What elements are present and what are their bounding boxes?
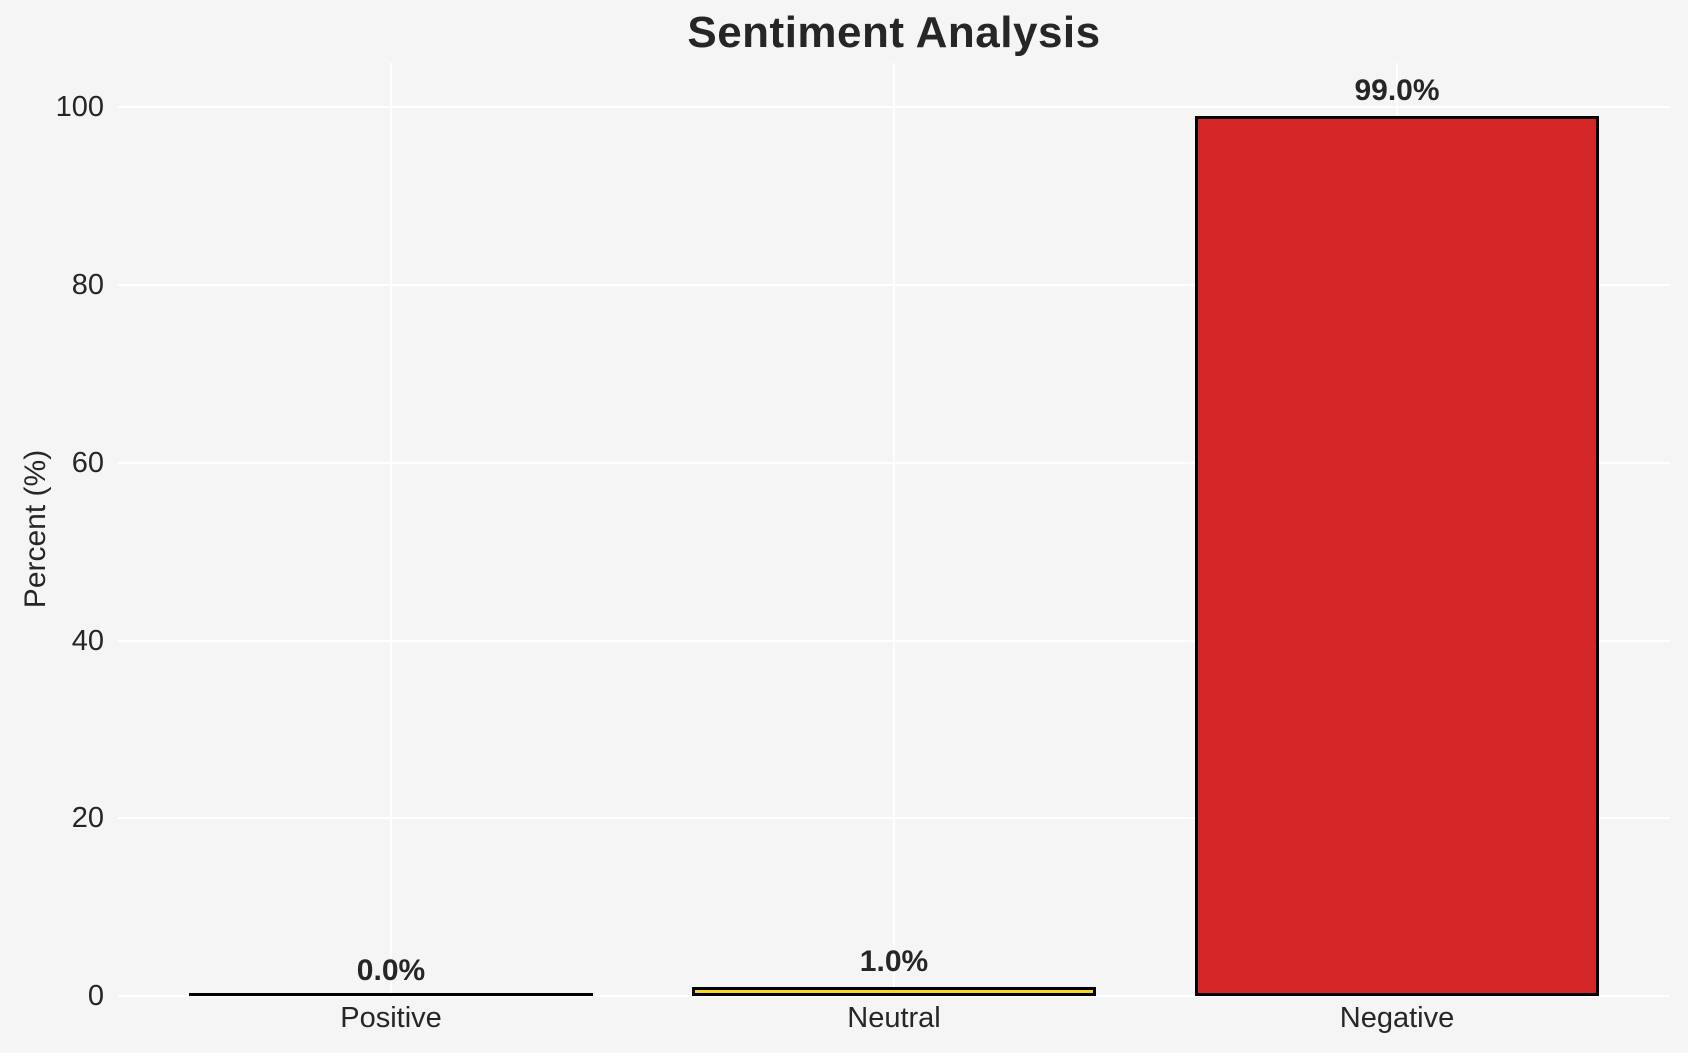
y-tick-label-40: 40 — [71, 624, 104, 657]
x-tick-label-negative: Negative — [1339, 1002, 1455, 1034]
plot-area: 0.0% 1.0% 99.0% — [118, 63, 1670, 997]
y-tick-label-60: 60 — [71, 446, 104, 479]
bar-value-label-negative: 99.0% — [1354, 74, 1440, 108]
bar-negative — [1195, 116, 1599, 996]
y-tick-label-100: 100 — [55, 91, 104, 124]
bar-value-label-neutral: 1.0% — [859, 945, 929, 979]
y-tick-label-80: 80 — [71, 269, 104, 302]
gridline-y-0 — [118, 995, 1670, 997]
x-tick-label-neutral: Neutral — [847, 1002, 941, 1034]
x-tick-label-positive: Positive — [340, 1002, 442, 1034]
chart-title: Sentiment Analysis — [687, 8, 1101, 57]
gridline-x-positive — [390, 63, 392, 996]
bar-positive — [189, 993, 593, 996]
y-tick-label-20: 20 — [71, 802, 104, 835]
y-tick-label-0: 0 — [87, 980, 104, 1012]
gridline-x-neutral — [893, 63, 895, 996]
bar-value-label-positive: 0.0% — [356, 954, 426, 987]
bar-neutral — [692, 987, 1096, 996]
